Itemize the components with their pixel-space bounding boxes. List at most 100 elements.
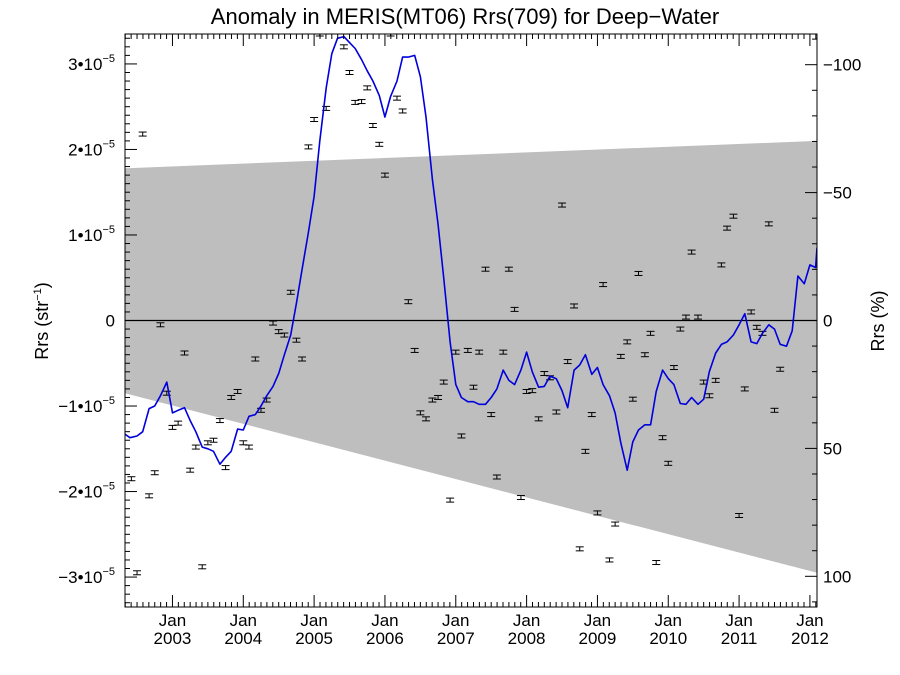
x-tick-month-label: Jan xyxy=(371,611,398,630)
data-point xyxy=(221,465,230,471)
data-point xyxy=(593,510,602,516)
data-point xyxy=(269,320,278,326)
data-point xyxy=(587,412,596,418)
data-point xyxy=(575,546,584,552)
data-point xyxy=(646,330,655,336)
x-tick-month-label: Jan xyxy=(725,611,752,630)
y-tick-label: 2•10−5 xyxy=(68,138,115,159)
y-tick-label: −2•10−5 xyxy=(58,481,115,502)
x-tick-year-label: 2008 xyxy=(508,629,546,648)
data-point xyxy=(658,435,667,441)
uncertainty-band xyxy=(125,140,817,573)
data-point xyxy=(487,412,496,418)
y2-tick-label: −100 xyxy=(823,56,861,75)
plot-content xyxy=(125,29,817,576)
data-point xyxy=(398,108,407,114)
data-point xyxy=(681,314,690,320)
data-point xyxy=(664,460,673,466)
y-tick-label: −1•10−5 xyxy=(58,395,115,416)
data-point xyxy=(669,365,678,371)
data-point xyxy=(457,433,466,439)
x-tick-year-label: 2012 xyxy=(791,629,829,648)
data-point xyxy=(616,353,625,359)
data-point xyxy=(705,393,714,399)
data-point xyxy=(180,350,189,356)
data-point xyxy=(274,329,283,335)
data-point xyxy=(203,440,212,446)
data-point xyxy=(528,388,537,394)
y-tick-label: 3•10−5 xyxy=(68,53,115,74)
data-point xyxy=(191,444,200,450)
x-tick-month-label: Jan xyxy=(442,611,469,630)
data-point xyxy=(770,407,779,413)
data-point xyxy=(339,44,348,50)
data-point xyxy=(446,497,455,503)
data-point xyxy=(740,386,749,392)
data-point xyxy=(298,356,307,362)
data-point xyxy=(286,289,295,295)
x-tick-month-label: Jan xyxy=(796,611,823,630)
data-point xyxy=(628,396,637,402)
data-point xyxy=(504,266,513,272)
data-point xyxy=(209,437,218,443)
x-tick-year-label: 2005 xyxy=(295,629,333,648)
data-point xyxy=(492,474,501,480)
y2-tick-label: 0 xyxy=(823,312,832,331)
x-tick-month-label: Jan xyxy=(300,611,327,630)
x-tick-year-label: 2010 xyxy=(649,629,687,648)
data-point xyxy=(463,347,472,353)
x-tick-month-label: Jan xyxy=(230,611,257,630)
series-line xyxy=(125,35,817,472)
data-point xyxy=(304,144,313,150)
data-point xyxy=(581,448,590,454)
data-point xyxy=(735,512,744,518)
data-point xyxy=(244,444,253,450)
data-point xyxy=(776,366,785,372)
data-point xyxy=(345,69,354,75)
data-point xyxy=(605,557,614,563)
data-point xyxy=(168,424,177,430)
data-point xyxy=(747,309,756,315)
x-axis: Jan2003Jan2004Jan2005Jan2006Jan2007Jan20… xyxy=(124,34,829,648)
y-tick-label: 1•10−5 xyxy=(68,224,115,245)
data-point xyxy=(570,303,579,309)
data-point xyxy=(292,337,301,343)
data-point xyxy=(251,356,260,362)
data-point xyxy=(357,99,366,105)
x-tick-year-label: 2009 xyxy=(579,629,617,648)
data-point xyxy=(558,202,567,208)
data-point xyxy=(634,270,643,276)
data-point xyxy=(552,409,561,415)
data-point xyxy=(145,493,154,499)
y2-tick-label: 50 xyxy=(823,439,842,458)
y-tick-label: −3•10−5 xyxy=(58,566,115,587)
data-point xyxy=(439,379,448,385)
x-tick-year-label: 2011 xyxy=(721,629,758,648)
data-point xyxy=(227,394,236,400)
data-point xyxy=(451,349,460,355)
x-tick-month-label: Jan xyxy=(513,611,540,630)
data-point xyxy=(510,306,519,312)
chart-title: Anomaly in MERIS(MT06) Rrs(709) for Deep… xyxy=(211,4,719,29)
data-point xyxy=(174,420,183,426)
data-point xyxy=(723,225,732,231)
data-point xyxy=(640,352,649,358)
data-point xyxy=(623,339,632,345)
data-point xyxy=(729,213,738,219)
data-point xyxy=(676,326,685,332)
data-point xyxy=(404,299,413,305)
data-point xyxy=(416,410,425,416)
data-point xyxy=(239,440,248,446)
data-point xyxy=(368,123,377,129)
data-point xyxy=(410,347,419,353)
x-tick-year-label: 2007 xyxy=(437,629,475,648)
data-point xyxy=(363,85,372,91)
right-y-axis: −100 −50 0 50 100 xyxy=(805,38,861,603)
data-point xyxy=(434,394,443,400)
data-point xyxy=(333,29,341,33)
y2-tick-label: 100 xyxy=(823,567,851,586)
y2-axis-title: Rrs (%) xyxy=(868,291,888,352)
x-tick-year-label: 2006 xyxy=(366,629,404,648)
plot-area xyxy=(124,29,818,608)
data-point xyxy=(233,388,242,394)
